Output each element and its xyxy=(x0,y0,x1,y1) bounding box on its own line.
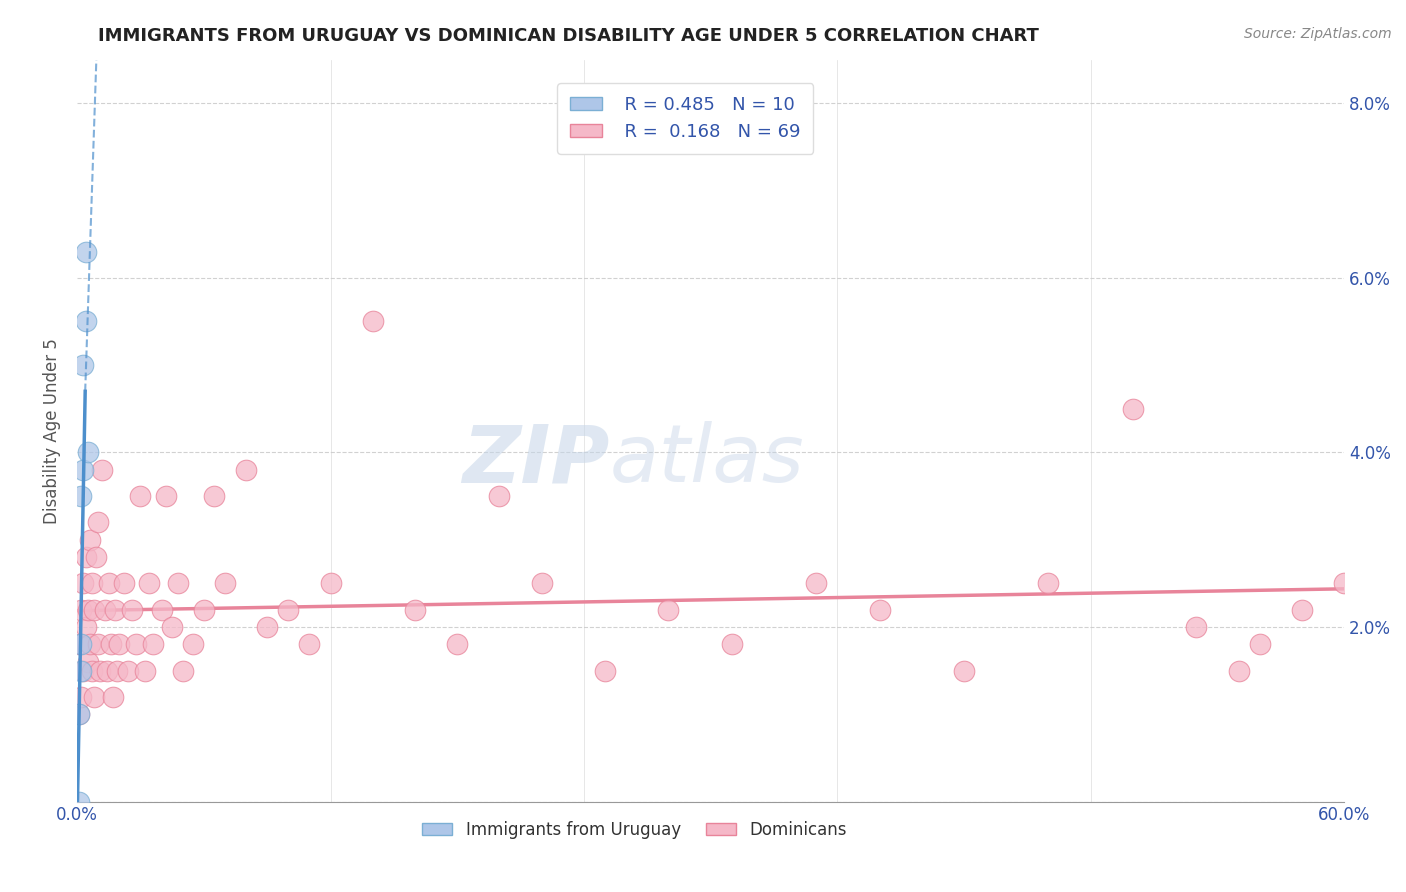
Point xyxy=(70,637,93,651)
Point xyxy=(72,463,94,477)
Point xyxy=(214,576,236,591)
Point xyxy=(67,707,90,722)
Point xyxy=(70,489,93,503)
Point xyxy=(125,637,148,651)
Point xyxy=(256,620,278,634)
Point xyxy=(235,463,257,477)
Point xyxy=(298,637,321,651)
Point xyxy=(89,664,111,678)
Point xyxy=(1038,576,1060,591)
Point xyxy=(87,515,110,529)
Point xyxy=(160,620,183,634)
Text: IMMIGRANTS FROM URUGUAY VS DOMINICAN DISABILITY AGE UNDER 5 CORRELATION CHART: IMMIGRANTS FROM URUGUAY VS DOMINICAN DIS… xyxy=(98,27,1039,45)
Point xyxy=(72,358,94,372)
Point xyxy=(657,602,679,616)
Point xyxy=(75,620,97,634)
Point xyxy=(67,795,90,809)
Point xyxy=(105,664,128,678)
Point xyxy=(277,602,299,616)
Point xyxy=(91,463,114,477)
Point xyxy=(167,576,190,591)
Point xyxy=(1185,620,1208,634)
Point xyxy=(67,637,90,651)
Point xyxy=(79,533,101,547)
Point xyxy=(488,489,510,503)
Point xyxy=(129,489,152,503)
Point xyxy=(1227,664,1250,678)
Point xyxy=(193,602,215,616)
Point xyxy=(361,314,384,328)
Legend: Immigrants from Uruguay, Dominicans: Immigrants from Uruguay, Dominicans xyxy=(416,814,853,846)
Point xyxy=(1249,637,1271,651)
Y-axis label: Disability Age Under 5: Disability Age Under 5 xyxy=(44,338,60,524)
Point xyxy=(75,314,97,328)
Point xyxy=(404,602,426,616)
Point xyxy=(720,637,742,651)
Point xyxy=(75,550,97,565)
Text: ZIP: ZIP xyxy=(463,421,609,500)
Point xyxy=(112,576,135,591)
Point xyxy=(121,602,143,616)
Point xyxy=(83,690,105,704)
Point xyxy=(70,602,93,616)
Point xyxy=(593,664,616,678)
Text: atlas: atlas xyxy=(609,421,804,500)
Point xyxy=(108,637,131,651)
Point xyxy=(134,664,156,678)
Point xyxy=(84,550,107,565)
Point xyxy=(72,576,94,591)
Point xyxy=(97,576,120,591)
Point xyxy=(446,637,468,651)
Point xyxy=(142,637,165,651)
Point xyxy=(1333,576,1355,591)
Point xyxy=(530,576,553,591)
Point xyxy=(76,655,98,669)
Point xyxy=(319,576,342,591)
Point xyxy=(83,602,105,616)
Text: Source: ZipAtlas.com: Source: ZipAtlas.com xyxy=(1244,27,1392,41)
Point xyxy=(80,664,103,678)
Point xyxy=(104,602,127,616)
Point xyxy=(1291,602,1313,616)
Point xyxy=(202,489,225,503)
Point xyxy=(806,576,828,591)
Point xyxy=(953,664,976,678)
Point xyxy=(869,602,891,616)
Point xyxy=(150,602,173,616)
Point xyxy=(181,637,204,651)
Point xyxy=(76,602,98,616)
Point xyxy=(76,445,98,459)
Point xyxy=(70,664,93,678)
Point xyxy=(79,637,101,651)
Point xyxy=(70,690,93,704)
Point xyxy=(155,489,177,503)
Point xyxy=(172,664,194,678)
Point xyxy=(1122,401,1144,416)
Point xyxy=(93,602,115,616)
Point xyxy=(67,707,90,722)
Point xyxy=(87,637,110,651)
Point xyxy=(80,576,103,591)
Point xyxy=(75,244,97,259)
Point xyxy=(96,664,118,678)
Point xyxy=(101,690,124,704)
Point xyxy=(138,576,160,591)
Point xyxy=(100,637,122,651)
Point xyxy=(117,664,139,678)
Point xyxy=(72,664,94,678)
